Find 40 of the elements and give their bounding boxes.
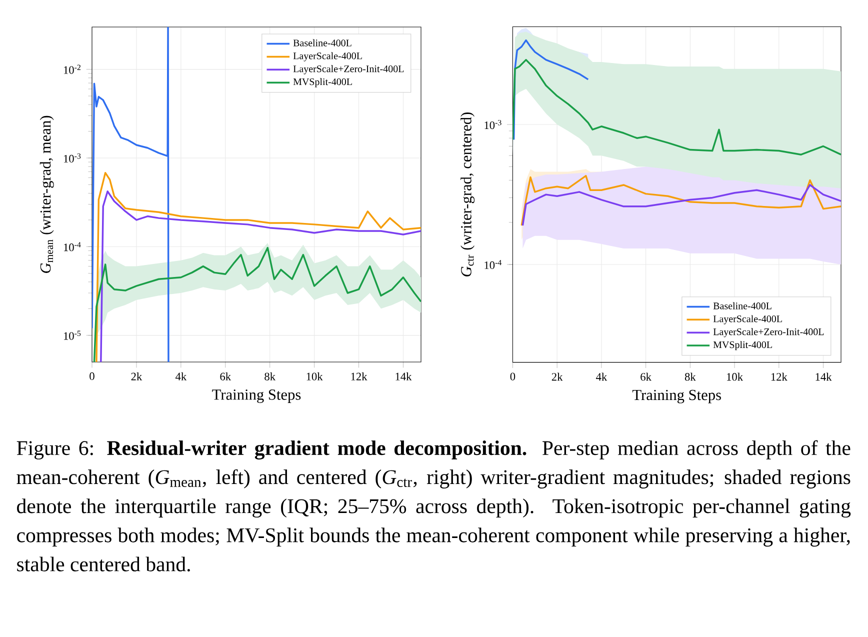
legend-label: LayerScale-400L — [713, 315, 782, 324]
y-tick-label: 10$^{-5}$ — [64, 330, 81, 340]
x-tick-label: 6k — [640, 372, 652, 381]
x-tick-label: 6k — [220, 372, 232, 380]
y-axis-title: G$_{mean}$ (writer-grad, mean) — [40, 116, 54, 273]
line-series — [92, 27, 170, 362]
x-tick-label: 10k — [727, 372, 744, 381]
x-tick-label: 2k — [552, 372, 563, 381]
x-tick-label: 12k — [351, 372, 368, 380]
x-tick-label: 12k — [771, 372, 788, 381]
x-tick-label: 4k — [175, 372, 187, 380]
x-tick-label: 14k — [396, 372, 412, 380]
line-series — [512, 58, 842, 156]
legend-label: LayerScale+Zero-Init-400L — [713, 328, 824, 338]
x-tick-label: 0 — [90, 372, 94, 380]
legend-label: LayerScale+Zero-Init-400L — [293, 65, 404, 74]
legend-label: Baseline-400L — [713, 302, 772, 310]
y-tick-label: 10$^{-3}$ — [64, 153, 81, 163]
line-series — [522, 184, 842, 226]
x-axis-title: Training Steps — [212, 390, 301, 403]
line-series — [512, 39, 589, 141]
line-series — [520, 174, 842, 226]
x-tick-label: 10k — [306, 372, 323, 380]
y-axis-title: G$_{ctr}$ (writer-grad, centered) — [460, 112, 475, 276]
y-tick-label: 10$^{-3}$ — [484, 120, 502, 130]
x-tick-label: 14k — [816, 372, 832, 381]
x-tick-label: 8k — [264, 372, 276, 380]
y-tick-label: 10$^{-2}$ — [64, 64, 80, 74]
legend-label: MVSplit-400L — [713, 341, 772, 350]
text: Figure 6: Residual-writer gradient mode decomposition. Per-step median across depth of the mean-coherent (G$_{mean}$, left) and centered (G$_{ctr}$, right) writer-gradient magnitudes; shaded regions denote the interquartile range (IQR; 25–75% across depth). Token-isotropic per-channel gating compresses both modes; MV-Split bounds the mean-coherent component while preserving a higher, stable centered band. — [16, 440, 851, 572]
y-tick-label: 10$^{-4}$ — [64, 242, 81, 252]
legend-label: LayerScale-400L — [293, 52, 362, 62]
y-tick-label: 10$^{-4}$ — [484, 260, 502, 270]
x-tick-label: 4k — [596, 372, 608, 381]
legend-label: Baseline-400L — [293, 39, 352, 46]
x-axis-title: Training Steps — [632, 390, 721, 404]
x-tick-label: 2k — [131, 372, 142, 380]
x-tick-label: 8k — [684, 372, 696, 381]
legend-label: MVSplit-400L — [293, 78, 352, 88]
x-tick-label: 0 — [510, 372, 516, 380]
